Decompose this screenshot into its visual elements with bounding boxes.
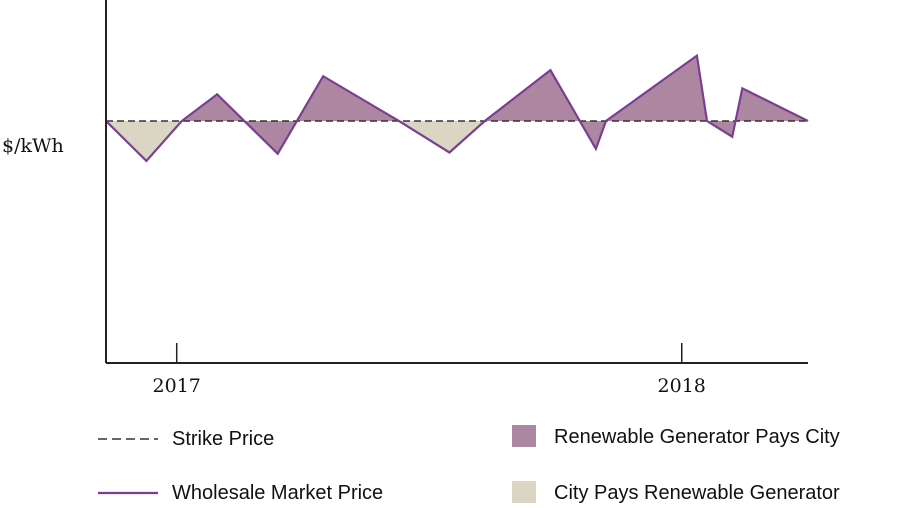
legend-city-pays-label: City Pays Renewable Generator bbox=[554, 482, 840, 504]
city-pays-region-2 bbox=[398, 121, 485, 153]
x-tick-label-2017: 2017 bbox=[153, 375, 201, 397]
legend-generator-pays-label: Renewable Generator Pays City bbox=[554, 426, 840, 448]
city-pays-region-0 bbox=[106, 121, 182, 161]
generator-pays-region-5 bbox=[706, 88, 808, 137]
generator-pays-region-4 bbox=[605, 55, 707, 121]
legend-generator-pays-swatch bbox=[512, 425, 536, 447]
x-ticks: 2017 2018 bbox=[153, 343, 706, 397]
y-axis-label: $/kWh bbox=[2, 135, 64, 157]
generator-pays-region-1 bbox=[181, 76, 399, 154]
legend-wholesale-label: Wholesale Market Price bbox=[172, 482, 383, 504]
wholesale-price-line bbox=[105, 53, 809, 163]
legend-strike-label: Strike Price bbox=[172, 428, 274, 450]
x-tick-label-2018: 2018 bbox=[658, 375, 706, 397]
fill-regions bbox=[106, 55, 808, 161]
legend-city-pays-swatch bbox=[512, 481, 536, 503]
legend: Strike Price Wholesale Market Price Rene… bbox=[98, 425, 840, 504]
generator-pays-region-3 bbox=[484, 70, 606, 149]
